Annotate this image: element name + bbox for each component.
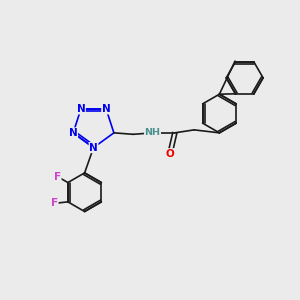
Text: F: F [51, 198, 58, 208]
Text: N: N [76, 104, 85, 114]
Text: N: N [102, 104, 110, 114]
Text: O: O [166, 148, 175, 159]
Text: F: F [54, 172, 61, 182]
Text: N: N [69, 128, 78, 138]
Text: NH: NH [145, 128, 160, 137]
Text: N: N [89, 142, 98, 153]
